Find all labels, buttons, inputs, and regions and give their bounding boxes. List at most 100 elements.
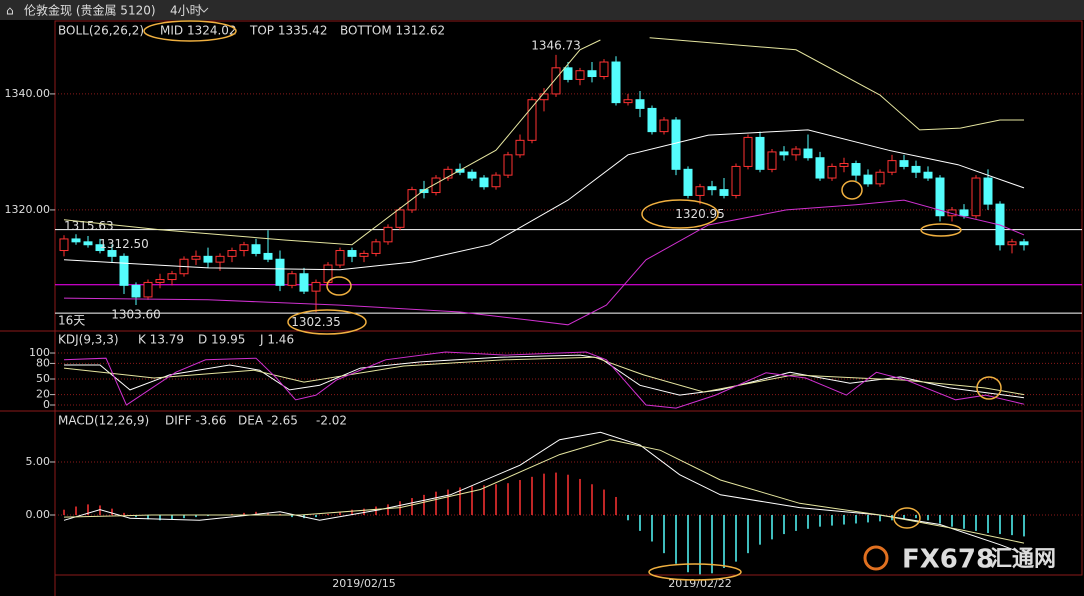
candle-body xyxy=(959,209,969,217)
candle-body xyxy=(875,171,885,185)
kdj-name: KDJ(9,3,3) xyxy=(58,333,119,347)
kdj-d: D 19.95 xyxy=(198,333,245,347)
x-tick-label: 2019/02/15 xyxy=(332,577,395,590)
candle-body xyxy=(227,250,237,257)
symbol: 伦敦金现 (贵金属 5120) xyxy=(24,3,156,18)
y-tick-label: 5.00 xyxy=(26,455,51,468)
macd-name: MACD(12,26,9) xyxy=(58,414,149,428)
candle-body xyxy=(287,273,297,286)
candle-body xyxy=(899,160,909,167)
candle-body xyxy=(215,255,225,263)
candle-body xyxy=(623,99,633,104)
indicator-line xyxy=(63,129,1025,271)
candle-body xyxy=(647,107,657,133)
candle-body xyxy=(335,250,345,266)
ellipse xyxy=(976,376,1002,400)
indicator-line xyxy=(63,351,1025,409)
candle-body xyxy=(263,252,273,260)
candle-body xyxy=(119,255,129,286)
ellipse xyxy=(920,223,962,237)
candle-body xyxy=(155,279,165,283)
ellipse xyxy=(287,309,367,335)
candle-body xyxy=(983,177,993,205)
ellipses xyxy=(143,20,1002,581)
candle-body xyxy=(719,189,729,196)
candle-body xyxy=(539,93,549,101)
candle-body xyxy=(863,174,873,185)
candle-body xyxy=(191,255,201,260)
candle-body xyxy=(143,281,153,298)
candle-body xyxy=(611,61,621,104)
boll-mid: MID 1324.02 xyxy=(160,24,237,38)
watermark: FX678 xyxy=(902,545,994,575)
indicator-line xyxy=(64,354,1025,399)
candle-body xyxy=(695,186,705,196)
ellipse xyxy=(326,276,352,296)
candle-body xyxy=(203,255,213,263)
watermark-logo xyxy=(863,545,889,571)
top-bar xyxy=(0,0,1084,20)
candle-body xyxy=(911,165,921,173)
boll-top: TOP 1335.42 xyxy=(249,24,327,38)
candle-body xyxy=(491,174,501,188)
candle-body xyxy=(107,250,117,257)
candle-body xyxy=(839,163,849,167)
watermark-cn: 汇通网 xyxy=(990,547,1056,572)
days-label: 16天 xyxy=(58,314,85,328)
candle-body xyxy=(659,119,669,133)
candle-body xyxy=(371,241,381,254)
y-tick-label: 50 xyxy=(36,372,50,385)
candle-body xyxy=(467,171,477,179)
ellipse xyxy=(893,507,921,529)
y-tick-label: 20 xyxy=(36,388,50,401)
candle-body xyxy=(779,151,789,156)
y-tick-label: 100 xyxy=(29,346,50,359)
price-annotation: 1303.60 xyxy=(111,308,161,322)
indicator-line xyxy=(63,439,1025,544)
candle-body xyxy=(575,70,585,80)
candle-body xyxy=(971,177,981,217)
candle-body xyxy=(935,177,945,217)
macd-diff: DIFF -3.66 xyxy=(165,414,226,428)
candle-body xyxy=(671,119,681,170)
candle-body xyxy=(563,67,573,80)
candle-body xyxy=(1007,241,1017,246)
y-tick-label: 80 xyxy=(36,356,50,369)
candle-body xyxy=(755,136,765,170)
candle-body xyxy=(683,168,693,196)
candle-body xyxy=(395,209,405,228)
candle-body xyxy=(275,258,285,286)
period-chevron[interactable] xyxy=(199,7,209,13)
candle-body xyxy=(167,273,177,281)
candle-body xyxy=(815,157,825,179)
price-annotation: 1315.63 xyxy=(64,219,114,233)
candle-body xyxy=(1019,241,1029,246)
candle-body xyxy=(707,186,717,191)
candle-body xyxy=(95,244,105,252)
ellipse xyxy=(143,20,237,42)
candle-body xyxy=(599,61,609,78)
candle-body xyxy=(479,177,489,188)
candle-body xyxy=(767,151,777,170)
candle-body xyxy=(311,281,321,292)
candle-body xyxy=(551,67,561,95)
period[interactable]: 4小时 xyxy=(170,4,202,18)
candle-body xyxy=(131,284,141,298)
candle-body xyxy=(239,244,249,252)
y-tick-label: 1340.00 xyxy=(5,87,51,100)
ellipse xyxy=(641,199,719,229)
candle-body xyxy=(527,99,537,141)
boll-name: BOLL(26,26,2) xyxy=(58,24,144,38)
candle-body xyxy=(299,273,309,292)
ellipse xyxy=(841,180,863,200)
candle-body xyxy=(635,99,645,109)
indicator-line xyxy=(63,37,1024,246)
candle-body xyxy=(71,238,81,243)
candle-body xyxy=(887,160,897,173)
candle-body xyxy=(851,163,861,176)
kdj-j: J 1.46 xyxy=(259,333,294,347)
candle-body xyxy=(827,165,837,179)
